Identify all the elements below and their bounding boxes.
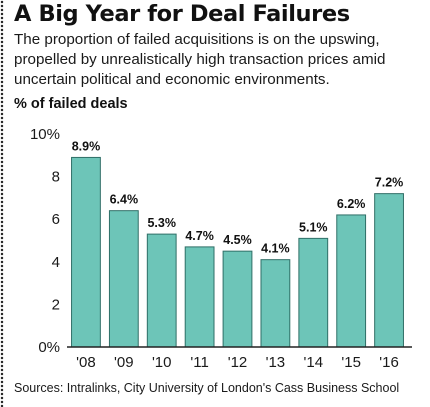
source-note: Sources: Intralinks, City University of … <box>14 381 400 395</box>
y-tick-label: 10% <box>30 126 60 143</box>
bar <box>222 250 253 348</box>
x-tick-label: '11 <box>190 354 208 371</box>
y-tick-label: 8 <box>52 169 60 186</box>
data-label: 4.7% <box>185 229 214 243</box>
bar <box>184 246 215 348</box>
y-tick-label: 4 <box>52 254 60 271</box>
bar <box>146 233 177 348</box>
chart-title: A Big Year for Deal Failures <box>14 1 350 27</box>
y-tick-label: 6 <box>52 211 60 228</box>
x-tick-label: '08 <box>76 354 96 371</box>
chart-subtitle: The proportion of failed acquisitions is… <box>14 31 386 88</box>
data-label: 6.4% <box>110 193 139 207</box>
data-label: 4.1% <box>261 242 290 256</box>
y-tick-label: 0% <box>38 339 60 356</box>
x-tick-label: '15 <box>341 354 361 371</box>
bar <box>374 193 404 348</box>
x-tick-label: '13 <box>266 354 286 371</box>
data-label: 5.1% <box>299 220 328 234</box>
y-tick-label: 2 <box>52 296 60 313</box>
bar <box>108 210 139 348</box>
data-label: 8.9% <box>72 139 101 153</box>
data-label: 7.2% <box>375 176 404 190</box>
bar <box>71 156 101 348</box>
data-label: 5.3% <box>147 216 176 230</box>
x-tick-label: '10 <box>152 354 172 371</box>
bar <box>336 214 367 348</box>
y-axis-label: % of failed deals <box>14 96 128 112</box>
data-label: 4.5% <box>223 233 252 247</box>
dotted-side-rule <box>0 0 7 407</box>
x-tick-label: '16 <box>379 354 399 371</box>
x-tick-label: '09 <box>114 354 134 371</box>
data-label: 6.2% <box>337 197 366 211</box>
x-tick-label: '14 <box>303 354 323 371</box>
bar <box>298 237 329 348</box>
bar <box>260 259 291 348</box>
x-tick-label: '12 <box>228 354 248 371</box>
